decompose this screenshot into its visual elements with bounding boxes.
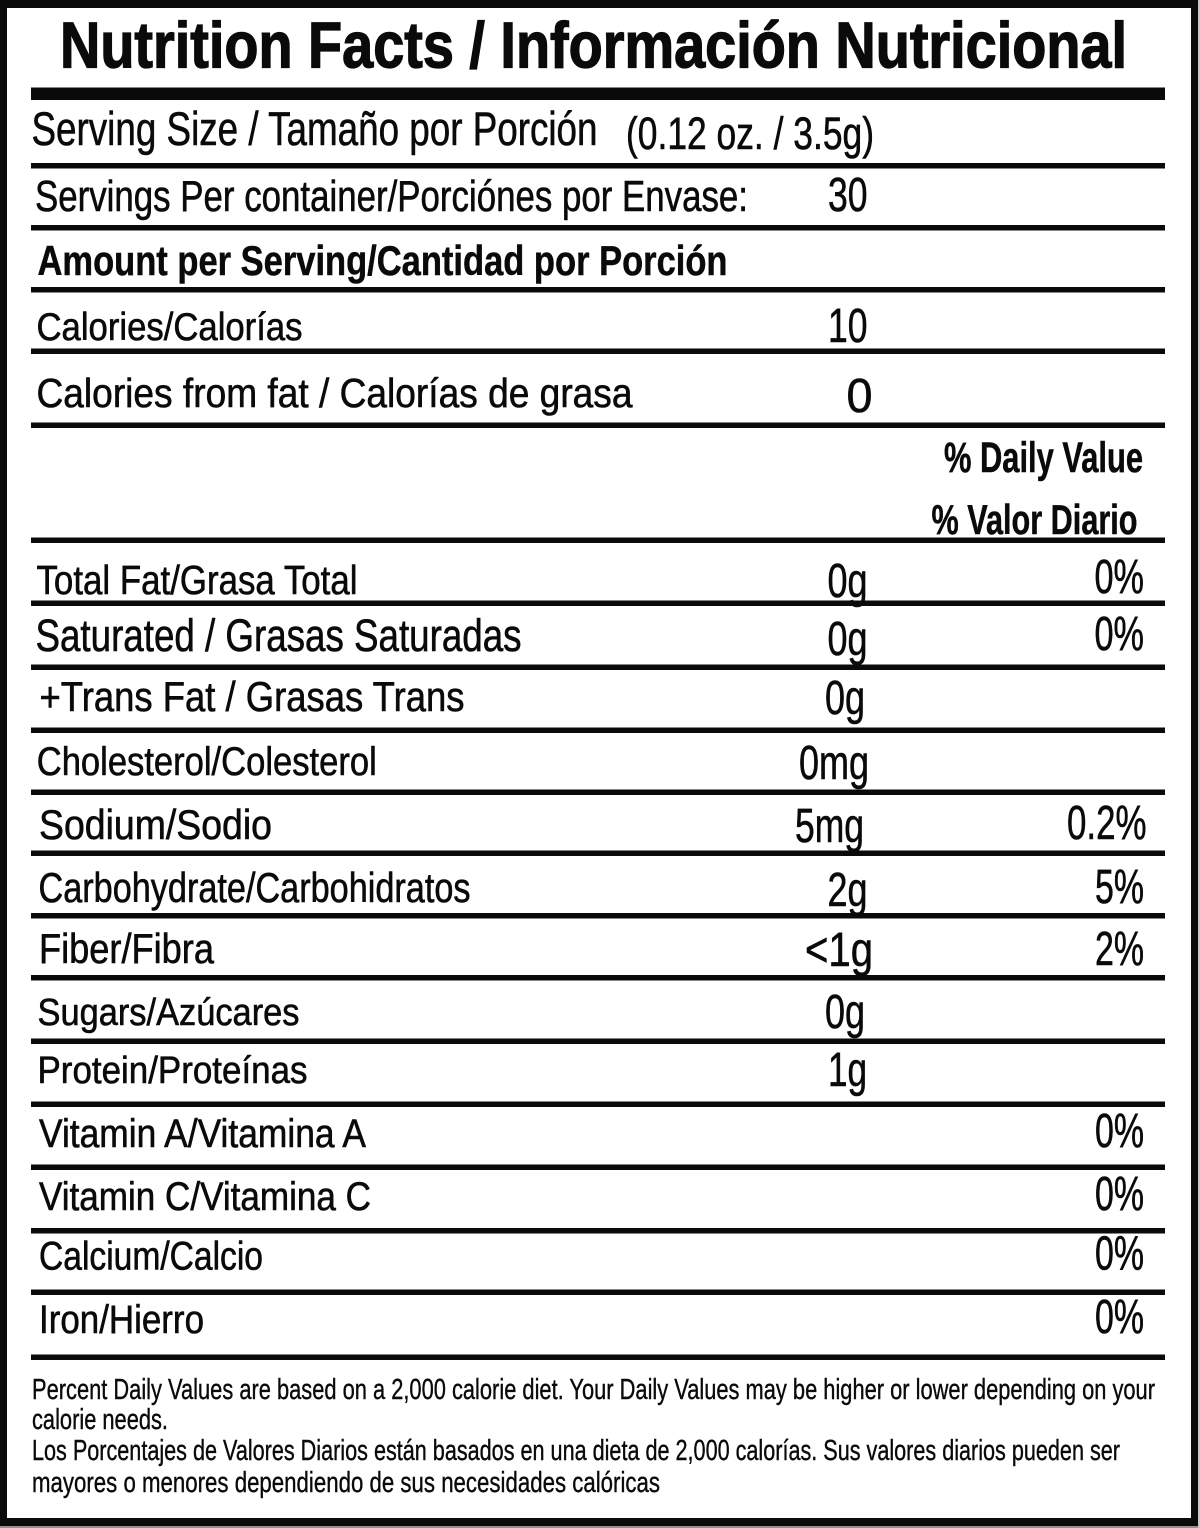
svg-text:0g: 0g xyxy=(825,986,865,1039)
svg-text:1g: 1g xyxy=(828,1044,867,1097)
svg-text:10: 10 xyxy=(828,300,868,353)
svg-text:5mg: 5mg xyxy=(795,800,864,853)
svg-text:0.2%: 0.2% xyxy=(1067,797,1147,850)
svg-text:mayores o menores dependiendo: mayores o menores dependiendo de sus nec… xyxy=(32,1467,660,1499)
svg-text:Protein/Proteínas: Protein/Proteínas xyxy=(38,1050,308,1092)
svg-text:0: 0 xyxy=(847,370,873,423)
svg-text:<1g: <1g xyxy=(805,924,873,977)
svg-text:Total Fat/Grasa Total: Total Fat/Grasa Total xyxy=(37,557,358,603)
svg-text:Amount per Serving/Cantidad po: Amount per Serving/Cantidad por Porción xyxy=(38,237,728,284)
svg-text:Vitamin A/Vitamina A: Vitamin A/Vitamina A xyxy=(39,1112,366,1156)
svg-text:Cholesterol/Colesterol: Cholesterol/Colesterol xyxy=(37,740,377,784)
svg-text:(0.12 oz. / 3.5g): (0.12 oz. / 3.5g) xyxy=(626,108,874,159)
svg-text:calorie needs.: calorie needs. xyxy=(32,1404,168,1436)
svg-text:0%: 0% xyxy=(1095,1228,1144,1281)
svg-text:Iron/Hierro: Iron/Hierro xyxy=(39,1298,204,1342)
svg-text:5%: 5% xyxy=(1095,861,1144,914)
svg-text:0%: 0% xyxy=(1095,551,1145,604)
svg-text:Sodium/Sodio: Sodium/Sodio xyxy=(39,801,272,848)
svg-text:0mg: 0mg xyxy=(799,737,869,790)
svg-text:0%: 0% xyxy=(1095,1168,1144,1221)
svg-text:Saturated / Grasas Saturadas: Saturated / Grasas Saturadas xyxy=(36,610,522,661)
svg-text:Percent Daily Values are based: Percent Daily Values are based on a 2,00… xyxy=(32,1374,1155,1406)
svg-text:Sugars/Azúcares: Sugars/Azúcares xyxy=(38,992,300,1034)
svg-text:0%: 0% xyxy=(1095,1291,1144,1344)
svg-text:0g: 0g xyxy=(828,613,868,666)
svg-text:30: 30 xyxy=(828,169,868,222)
svg-text:Calories/Calorías: Calories/Calorías xyxy=(37,306,303,349)
svg-text:Nutrition Facts / Información: Nutrition Facts / Información Nutriciona… xyxy=(60,9,1127,82)
svg-text:Carbohydrate/Carbohidratos: Carbohydrate/Carbohidratos xyxy=(39,864,471,911)
svg-text:Servings Per container/Porción: Servings Per container/Porciónes por Env… xyxy=(35,172,748,221)
svg-text:Los Porcentajes de Valores Dia: Los Porcentajes de Valores Diarios están… xyxy=(32,1435,1120,1467)
svg-text:Calcium/Calcio: Calcium/Calcio xyxy=(39,1235,263,1279)
svg-text:% Valor Diario: % Valor Diario xyxy=(932,496,1138,543)
svg-text:Serving Size / Tamaño por Porc: Serving Size / Tamaño por Porción xyxy=(32,102,598,155)
svg-text:Fiber/Fibra: Fiber/Fibra xyxy=(39,925,215,972)
svg-text:0%: 0% xyxy=(1095,1105,1144,1158)
svg-text:2g: 2g xyxy=(828,864,868,917)
svg-text:0g: 0g xyxy=(825,672,865,725)
svg-text:0g: 0g xyxy=(828,555,868,608)
svg-text:% Daily Value: % Daily Value xyxy=(944,434,1143,482)
svg-text:+Trans Fat / Grasas Trans: +Trans Fat / Grasas Trans xyxy=(40,673,465,720)
svg-text:2%: 2% xyxy=(1095,923,1144,976)
svg-text:Calories from fat / Calorías d: Calories from fat / Calorías de grasa xyxy=(37,370,633,416)
svg-text:0%: 0% xyxy=(1095,608,1145,661)
svg-text:Vitamin C/Vitamina C: Vitamin C/Vitamina C xyxy=(39,1175,371,1219)
